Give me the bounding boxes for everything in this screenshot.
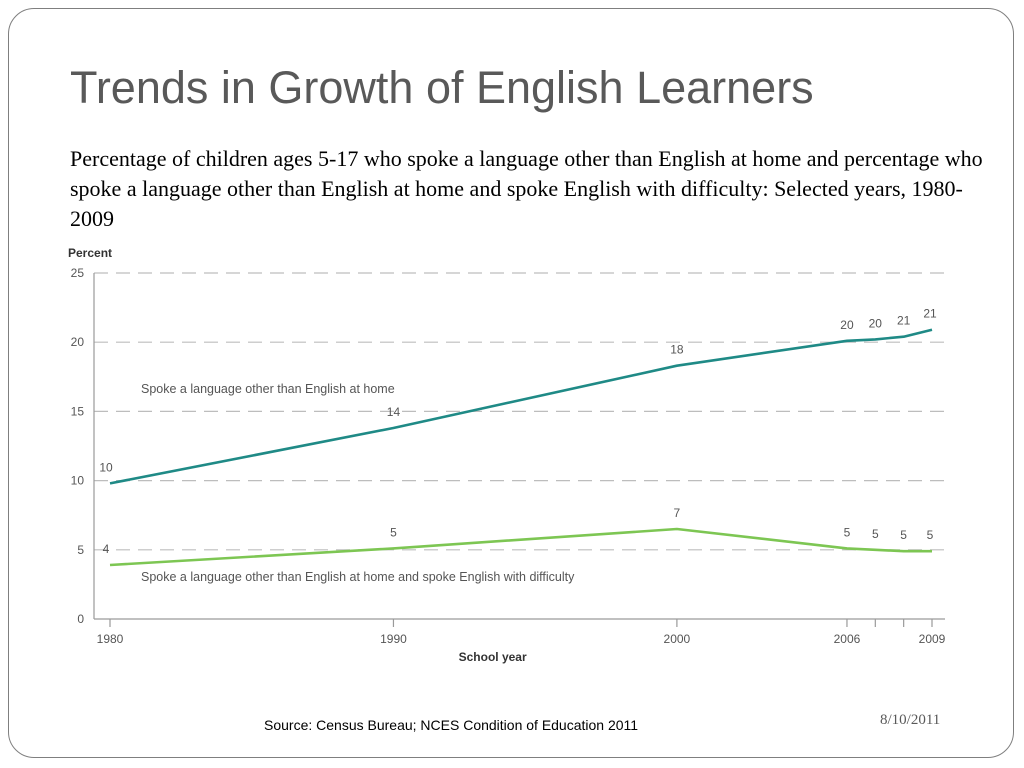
slide-date: 8/10/2011 xyxy=(880,712,941,728)
data-label: 20 xyxy=(840,318,854,332)
data-label: 5 xyxy=(872,527,879,541)
data-label: 4 xyxy=(103,542,110,556)
x-axis-title: School year xyxy=(459,650,527,664)
series-label-1: Spoke a language other than English at h… xyxy=(141,382,395,396)
slide-frame xyxy=(8,8,1014,758)
y-tick-label: 25 xyxy=(71,266,85,280)
data-label: 21 xyxy=(897,314,911,328)
data-label: 5 xyxy=(900,528,907,542)
x-tick-label: 1990 xyxy=(380,632,407,646)
data-label: 18 xyxy=(670,343,684,357)
y-tick-label: 15 xyxy=(71,404,85,418)
data-label: 21 xyxy=(923,307,937,321)
y-tick-label: 0 xyxy=(77,612,84,626)
data-label: 5 xyxy=(844,525,851,539)
x-tick-label: 2006 xyxy=(834,632,861,646)
slide-subtitle: Percentage of children ages 5-17 who spo… xyxy=(70,146,983,231)
data-label: 14 xyxy=(387,405,401,419)
slide-title: Trends in Growth of English Learners xyxy=(70,62,814,113)
data-label: 7 xyxy=(674,506,681,520)
series-line-2 xyxy=(109,527,932,567)
y-tick-label: 5 xyxy=(77,543,84,557)
y-tick-label: 10 xyxy=(71,474,85,488)
series-line-1 xyxy=(109,328,933,485)
data-label: 10 xyxy=(99,460,113,474)
y-axis-title: Percent xyxy=(68,246,112,260)
data-label: 20 xyxy=(869,316,883,330)
x-tick-label: 1980 xyxy=(97,632,124,646)
x-tick-label: 2000 xyxy=(664,632,691,646)
x-tick-label: 2009 xyxy=(919,632,946,646)
series-label-2: Spoke a language other than English at h… xyxy=(141,570,575,584)
data-label: 5 xyxy=(390,525,397,539)
data-label: 5 xyxy=(927,528,934,542)
source-note: Source: Census Bureau; NCES Condition of… xyxy=(264,717,639,733)
y-tick-label: 20 xyxy=(71,335,85,349)
